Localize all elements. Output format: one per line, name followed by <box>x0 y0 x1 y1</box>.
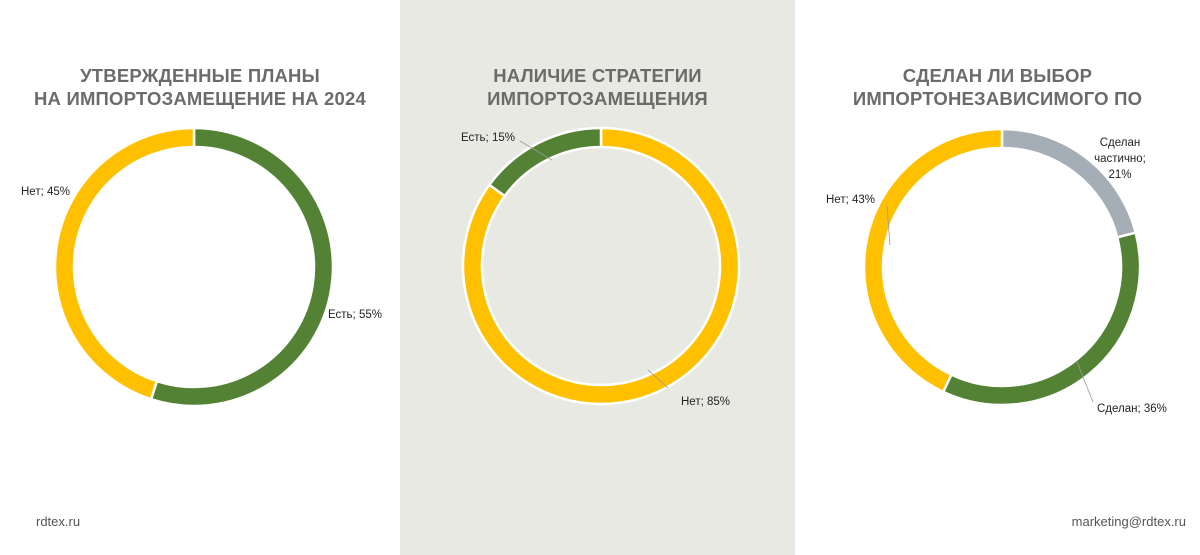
chart-panel-plans: УТВЕРЖДЕННЫЕ ПЛАНЫ НА ИМПОРТОЗАМЕЩЕНИЕ Н… <box>0 0 400 555</box>
footer-site-link[interactable]: rdtex.ru <box>36 514 81 529</box>
chart-title-line-1: СДЕЛАН ЛИ ВЫБОР <box>902 65 1093 86</box>
donut-chart-software: Сделан частично; 21% Сделан; 36% Нет; 43% <box>826 127 1167 415</box>
chart-title-line-1: УТВЕРЖДЕННЫЕ ПЛАНЫ <box>80 65 320 86</box>
data-label-нет-45: Нет; 45% <box>21 186 70 198</box>
data-label-сделан-частично-21: Сделан частично; 21% <box>1094 137 1146 181</box>
donut-chart-plans: Есть; 55% Нет; 45% <box>21 126 382 408</box>
leader-line <box>647 369 669 389</box>
donut-slice-нет-43 <box>862 127 1004 394</box>
chart-title-line-2: ИМПОРТОНЕЗАВИСИМОГО ПО <box>852 88 1143 109</box>
donut-slice-нет-45 <box>53 126 196 401</box>
chart-panel-software: СДЕЛАН ЛИ ВЫБОР ИМПОРТОНЕЗАВИСИМОГО ПО С… <box>795 0 1200 555</box>
chart-title: УТВЕРЖДЕННЫЕ ПЛАНЫ НА ИМПОРТОЗАМЕЩЕНИЕ Н… <box>0 64 400 110</box>
donut-slice-сделан-36 <box>941 231 1142 407</box>
data-label-нет-43: Нет; 43% <box>826 194 875 206</box>
donut-chart-strategy: Нет; 85% Есть; 15% <box>461 126 741 408</box>
donut-slice-есть-15 <box>488 126 603 198</box>
leader-line <box>1076 361 1094 403</box>
data-label-есть-15: Есть; 15% <box>461 132 515 144</box>
data-label-сделан-36: Сделан; 36% <box>1097 403 1167 415</box>
donut-slice-есть-55 <box>149 126 335 408</box>
chart-title-line-2: НА ИМПОРТОЗАМЕЩЕНИЕ НА 2024 <box>33 88 367 109</box>
data-label-нет-85: Нет; 85% <box>681 396 730 408</box>
chart-title: НАЛИЧИЕ СТРАТЕГИИ ИМПОРТОЗАМЕЩЕНИЯ <box>400 64 795 110</box>
chart-title-line-1: НАЛИЧИЕ СТРАТЕГИИ <box>493 65 702 86</box>
donut-slice-нет-85 <box>461 126 741 406</box>
chart-title: СДЕЛАН ЛИ ВЫБОР ИМПОРТОНЕЗАВИСИМОГО ПО <box>795 64 1200 110</box>
leader-line <box>519 140 553 161</box>
chart-title-line-2: ИМПОРТОЗАМЕЩЕНИЯ <box>487 88 708 109</box>
footer-email-link[interactable]: marketing@rdtex.ru <box>1071 514 1186 529</box>
leader-line <box>886 205 891 246</box>
chart-panel-strategy: НАЛИЧИЕ СТРАТЕГИИ ИМПОРТОЗАМЕЩЕНИЯ Нет; … <box>400 0 795 555</box>
data-label-есть-55: Есть; 55% <box>328 309 382 321</box>
